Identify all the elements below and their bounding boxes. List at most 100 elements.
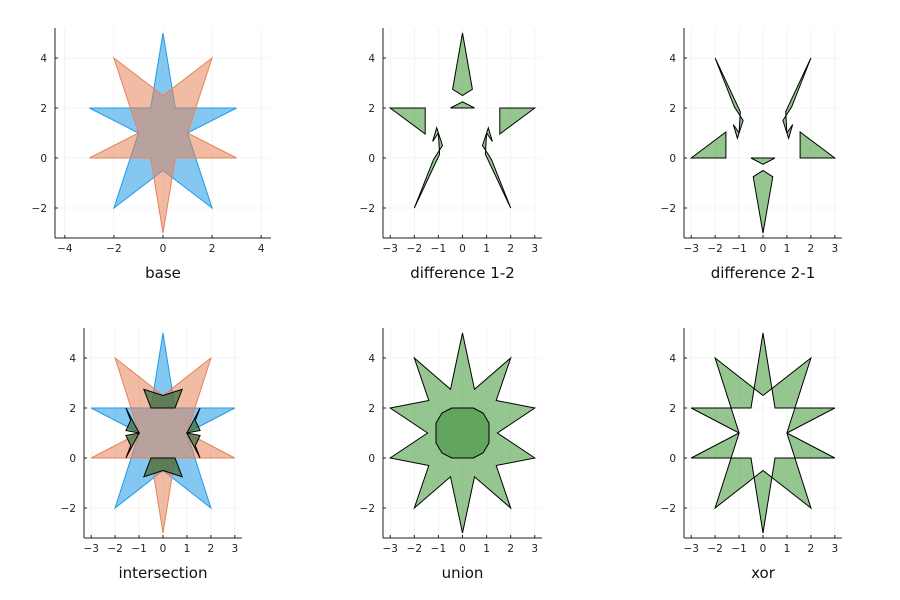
x-axis-label: union — [442, 564, 484, 582]
x-tick-label: 2 — [808, 543, 815, 555]
region-polygon-4 — [142, 457, 184, 478]
region-polygon-2 — [185, 407, 201, 434]
x-tick-label: 1 — [784, 243, 791, 255]
x-tick-label: −2 — [107, 543, 122, 555]
x-tick-label: 1 — [784, 543, 791, 555]
x-tick-label: −3 — [382, 543, 397, 555]
region-polygon-1 — [142, 388, 184, 409]
region-polygon-8 — [714, 57, 744, 134]
y-tick-label: 4 — [69, 353, 76, 365]
y-tick-label: 4 — [368, 353, 375, 365]
x-tick-label: 0 — [459, 543, 466, 555]
x-tick-label: 4 — [258, 243, 265, 255]
subplot-5: −3 −2 −1 0 1 2 3 −2 0 2 4 union — [360, 328, 542, 582]
subplot-3: −3 −2 −1 0 1 2 3 −2 0 2 4 difference 2-1 — [661, 28, 842, 282]
x-tick-label: −3 — [83, 543, 98, 555]
region-polygon-1 — [452, 32, 473, 97]
x-axis-label: xor — [751, 564, 776, 582]
x-tick-label: −2 — [707, 243, 722, 255]
subplot-6: −3 −2 −1 0 1 2 3 −2 0 2 4 xor — [661, 328, 842, 582]
y-tick-label: 0 — [368, 153, 375, 165]
y-tick-label: 2 — [669, 403, 676, 415]
x-tick-label: −3 — [683, 543, 698, 555]
y-tick-label: 0 — [69, 453, 76, 465]
region-polygon-5 — [481, 132, 512, 209]
x-axis-label: base — [145, 264, 181, 282]
y-tick-label: 0 — [40, 153, 47, 165]
region-polygon-6 — [689, 131, 727, 159]
region-polygon-8 — [413, 132, 444, 209]
y-tick-label: 0 — [669, 153, 676, 165]
region-polygon-5 — [185, 432, 201, 459]
x-tick-label: 3 — [831, 243, 838, 255]
x-tick-label: −3 — [382, 243, 397, 255]
x-tick-label: −1 — [131, 543, 146, 555]
subplot-1: −4 −2 0 2 4 −2 0 2 4 base — [32, 28, 271, 282]
x-tick-label: 0 — [760, 543, 767, 555]
region-polygon-2 — [750, 157, 776, 165]
x-tick-label: 3 — [831, 543, 838, 555]
y-tick-label: 2 — [368, 103, 375, 115]
x-tick-label: −1 — [431, 243, 446, 255]
x-tick-label: 1 — [184, 543, 191, 555]
region-polygon-6 — [125, 432, 141, 459]
y-tick-label: 4 — [40, 53, 47, 65]
x-tick-label: −2 — [707, 543, 722, 555]
y-tick-label: 0 — [669, 453, 676, 465]
y-tick-label: −2 — [360, 503, 375, 515]
x-tick-label: 0 — [760, 243, 767, 255]
y-tick-label: −2 — [661, 203, 676, 215]
y-tick-label: 4 — [669, 53, 676, 65]
region-polygon-3 — [799, 131, 837, 159]
x-tick-label: 2 — [507, 543, 514, 555]
region-polygon-4 — [486, 126, 493, 142]
y-tick-label: −2 — [61, 503, 76, 515]
x-tick-label: 0 — [160, 243, 167, 255]
y-tick-label: 2 — [40, 103, 47, 115]
region-polygon-3 — [125, 407, 141, 434]
x-tick-label: 2 — [208, 543, 215, 555]
y-tick-label: −2 — [32, 203, 47, 215]
series-shape-2 — [89, 56, 237, 234]
x-tick-label: 0 — [160, 543, 167, 555]
region-polygon-2 — [450, 101, 475, 109]
x-tick-label: −4 — [57, 243, 73, 255]
y-tick-label: 2 — [669, 103, 676, 115]
x-tick-label: 1 — [483, 243, 490, 255]
xor-region — [690, 332, 836, 534]
y-tick-label: 4 — [669, 353, 676, 365]
x-tick-label: −1 — [731, 543, 746, 555]
region-polygon-7 — [432, 126, 439, 142]
region-polygon-6 — [388, 107, 426, 135]
x-tick-label: 3 — [531, 243, 538, 255]
subplot-4: −3 −2 −1 0 1 2 3 −2 0 2 4 intersection — [61, 328, 242, 582]
x-tick-label: −1 — [731, 243, 746, 255]
region-polygon-7 — [732, 124, 740, 140]
x-tick-label: −3 — [683, 243, 698, 255]
y-tick-label: 4 — [368, 53, 375, 65]
series-shape-2 — [435, 407, 490, 459]
region-polygon-4 — [786, 124, 794, 140]
y-tick-label: 0 — [368, 453, 375, 465]
x-tick-label: 2 — [209, 243, 216, 255]
subplot-2: −3 −2 −1 0 1 2 3 −2 0 2 4 difference 1-2 — [360, 28, 542, 282]
y-tick-label: −2 — [360, 203, 375, 215]
x-tick-label: −2 — [407, 543, 422, 555]
region-polygon-3 — [499, 107, 537, 135]
x-tick-label: 2 — [808, 243, 815, 255]
x-tick-label: −1 — [431, 543, 446, 555]
x-axis-label: intersection — [119, 564, 208, 582]
x-tick-label: 1 — [483, 543, 490, 555]
x-tick-label: 3 — [231, 543, 238, 555]
y-tick-label: 2 — [69, 403, 76, 415]
y-tick-label: 2 — [368, 403, 375, 415]
x-axis-label: difference 1-2 — [410, 264, 515, 282]
region-polygon-5 — [782, 57, 812, 134]
x-tick-label: 3 — [531, 543, 538, 555]
x-tick-label: −2 — [106, 243, 121, 255]
region-polygon-1 — [752, 169, 774, 234]
x-tick-label: 0 — [459, 243, 466, 255]
x-tick-label: −2 — [407, 243, 422, 255]
x-axis-label: difference 2-1 — [711, 264, 816, 282]
